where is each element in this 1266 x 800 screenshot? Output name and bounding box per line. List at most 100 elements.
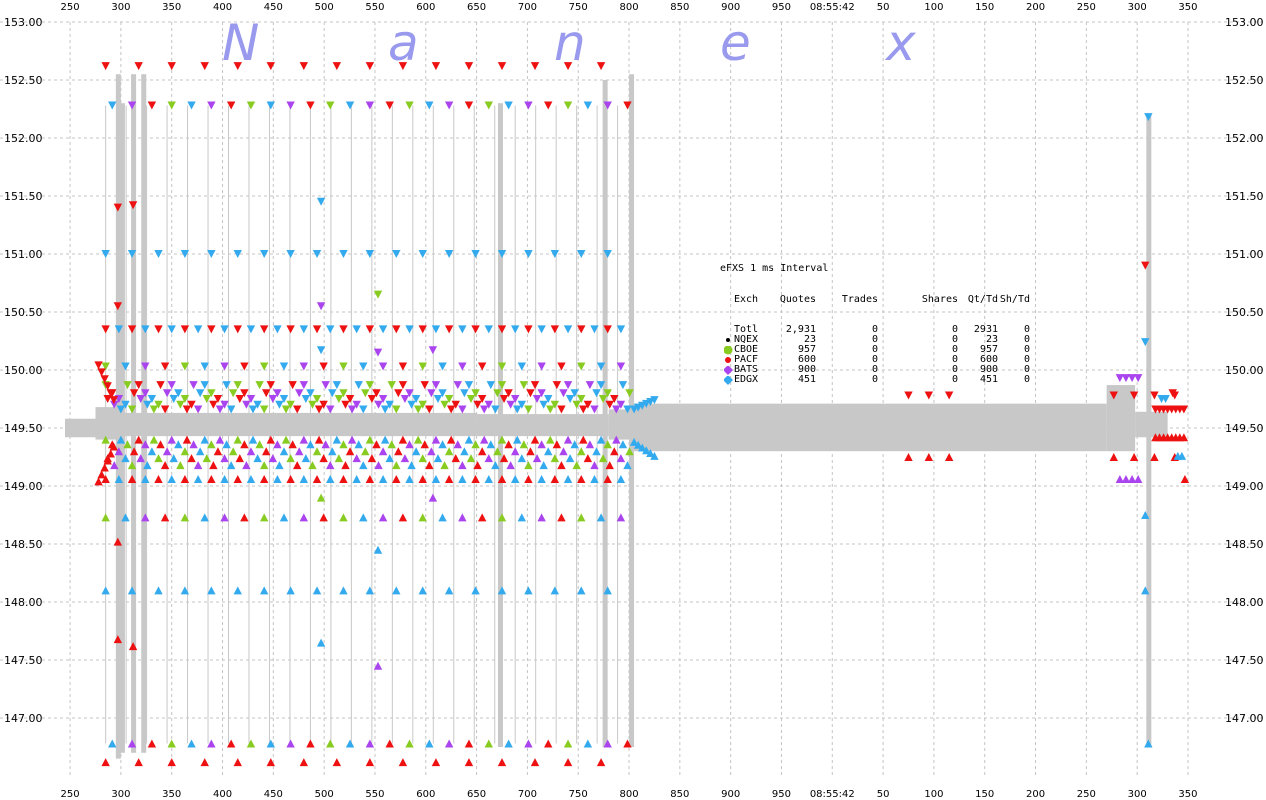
bid-quote-marker [180,586,190,595]
nbbo-spike [115,74,121,759]
bid-quote-marker [147,739,157,748]
legend-sh-td: 0 [1023,374,1030,385]
bid-quote-marker [1150,453,1159,461]
bid-quote-marker [392,586,401,595]
x-tick-label-bottom: 300 [111,789,130,800]
x-tick-label-bottom: 700 [518,789,537,800]
ask-quote-marker [616,362,626,371]
bid-quote-marker [373,661,383,670]
bid-quote-marker [101,475,110,484]
bid-quote-marker [240,440,249,449]
ask-quote-marker [524,101,533,110]
bid-quote-marker [266,758,275,767]
ask-quote-marker [319,400,328,409]
ask-quote-marker [167,101,176,110]
bid-quote-marker [559,447,568,456]
ask-quote-marker [316,346,326,355]
bid-quote-marker [924,453,934,461]
bid-quote-marker [281,435,291,444]
ask-quote-marker [425,101,434,110]
legend-swatch [720,365,734,375]
bid-quote-marker [312,447,322,456]
ask-quote-marker [354,381,363,390]
ask-quote-marker [484,101,493,110]
ask-quote-marker [1150,391,1159,400]
bid-quote-marker [517,513,527,522]
x-tick-label-bottom: 750 [569,789,588,800]
bid-quote-marker [418,475,427,484]
legend-exch: BATS [734,364,759,375]
legend-header-sh-td: Sh/Td [999,294,1030,305]
ask-quote-marker [623,405,632,414]
ask-quote-marker [493,389,502,398]
ask-quote-marker [550,250,560,258]
bid-quote-marker [255,440,264,449]
ask-quote-marker [321,381,330,390]
ask-quote-marker [180,362,190,371]
ask-quote-marker [365,62,375,71]
ask-quote-marker [378,325,388,334]
bid-quote-marker [428,493,438,502]
bid-quote-marker [266,435,275,444]
bid-quote-marker [550,454,560,463]
nbbo-spike [602,80,608,747]
ask-quote-marker [484,400,493,409]
ask-quote-marker [316,302,326,311]
bid-quote-marker [444,586,454,595]
ask-quote-marker [246,395,256,403]
x-tick-label-top: 450 [264,2,283,13]
bid-quote-marker [167,758,176,767]
bid-quote-marker [563,475,573,484]
ask-quote-marker [275,400,284,409]
bid-quote-marker [504,440,513,449]
bid-quote-marker [616,513,626,522]
ask-quote-marker [464,101,474,110]
bid-quote-marker [385,454,394,463]
bid-quote-marker [418,586,427,595]
legend-exch: NQEX [734,334,759,345]
ask-quote-marker [411,395,421,403]
ask-quote-marker [431,381,441,390]
ask-quote-marker [220,325,229,334]
bid-quote-marker [550,586,560,595]
ask-quote-marker [446,405,456,414]
bid-quote-marker [113,635,123,644]
ask-quote-marker [418,362,427,371]
bid-quote-marker [365,758,375,767]
bid-quote-marker [484,454,493,463]
bid-quote-marker [1129,453,1139,461]
bid-quote-marker [398,513,408,522]
bid-quote-marker [202,454,211,463]
ask-quote-marker [169,395,178,403]
ask-quote-marker [550,400,560,409]
bid-quote-marker [207,475,216,484]
ask-quote-marker [299,381,309,390]
y-tick-label-left: 152.00 [4,132,43,145]
bid-quote-marker [116,435,126,444]
y-axis-right: 147.00 147.50 148.00 148.50 149.00 149.50 150.… [1225,16,1264,725]
bid-quote-marker [222,440,231,449]
x-tick-label-top: 850 [670,2,689,13]
bid-quote-marker [233,435,242,444]
bid-quote-marker [444,739,454,748]
ask-quote-marker [497,362,507,371]
bid-quote-marker [405,475,414,484]
x-tick-label-bottom: 600 [416,789,435,800]
legend-header-trades: Trades [841,294,878,305]
bid-quote-marker [180,513,190,522]
ask-quote-marker [365,250,375,258]
ask-quote-marker [286,400,295,409]
bid-quote-marker [200,513,209,522]
bid-quote-marker [187,739,196,748]
bid-quote-marker [413,435,423,444]
legend-symbol-shape [724,346,733,355]
ask-quote-marker [537,325,546,334]
bid-quote-marker [464,758,474,767]
ask-quote-marker [1115,374,1125,383]
ask-quote-marker [539,400,548,409]
bid-quote-marker [407,461,416,470]
bid-quote-marker [577,586,586,595]
y-tick-label-right: 152.50 [1225,74,1264,87]
ask-quote-marker [413,405,423,414]
ask-quote-marker [279,362,289,371]
